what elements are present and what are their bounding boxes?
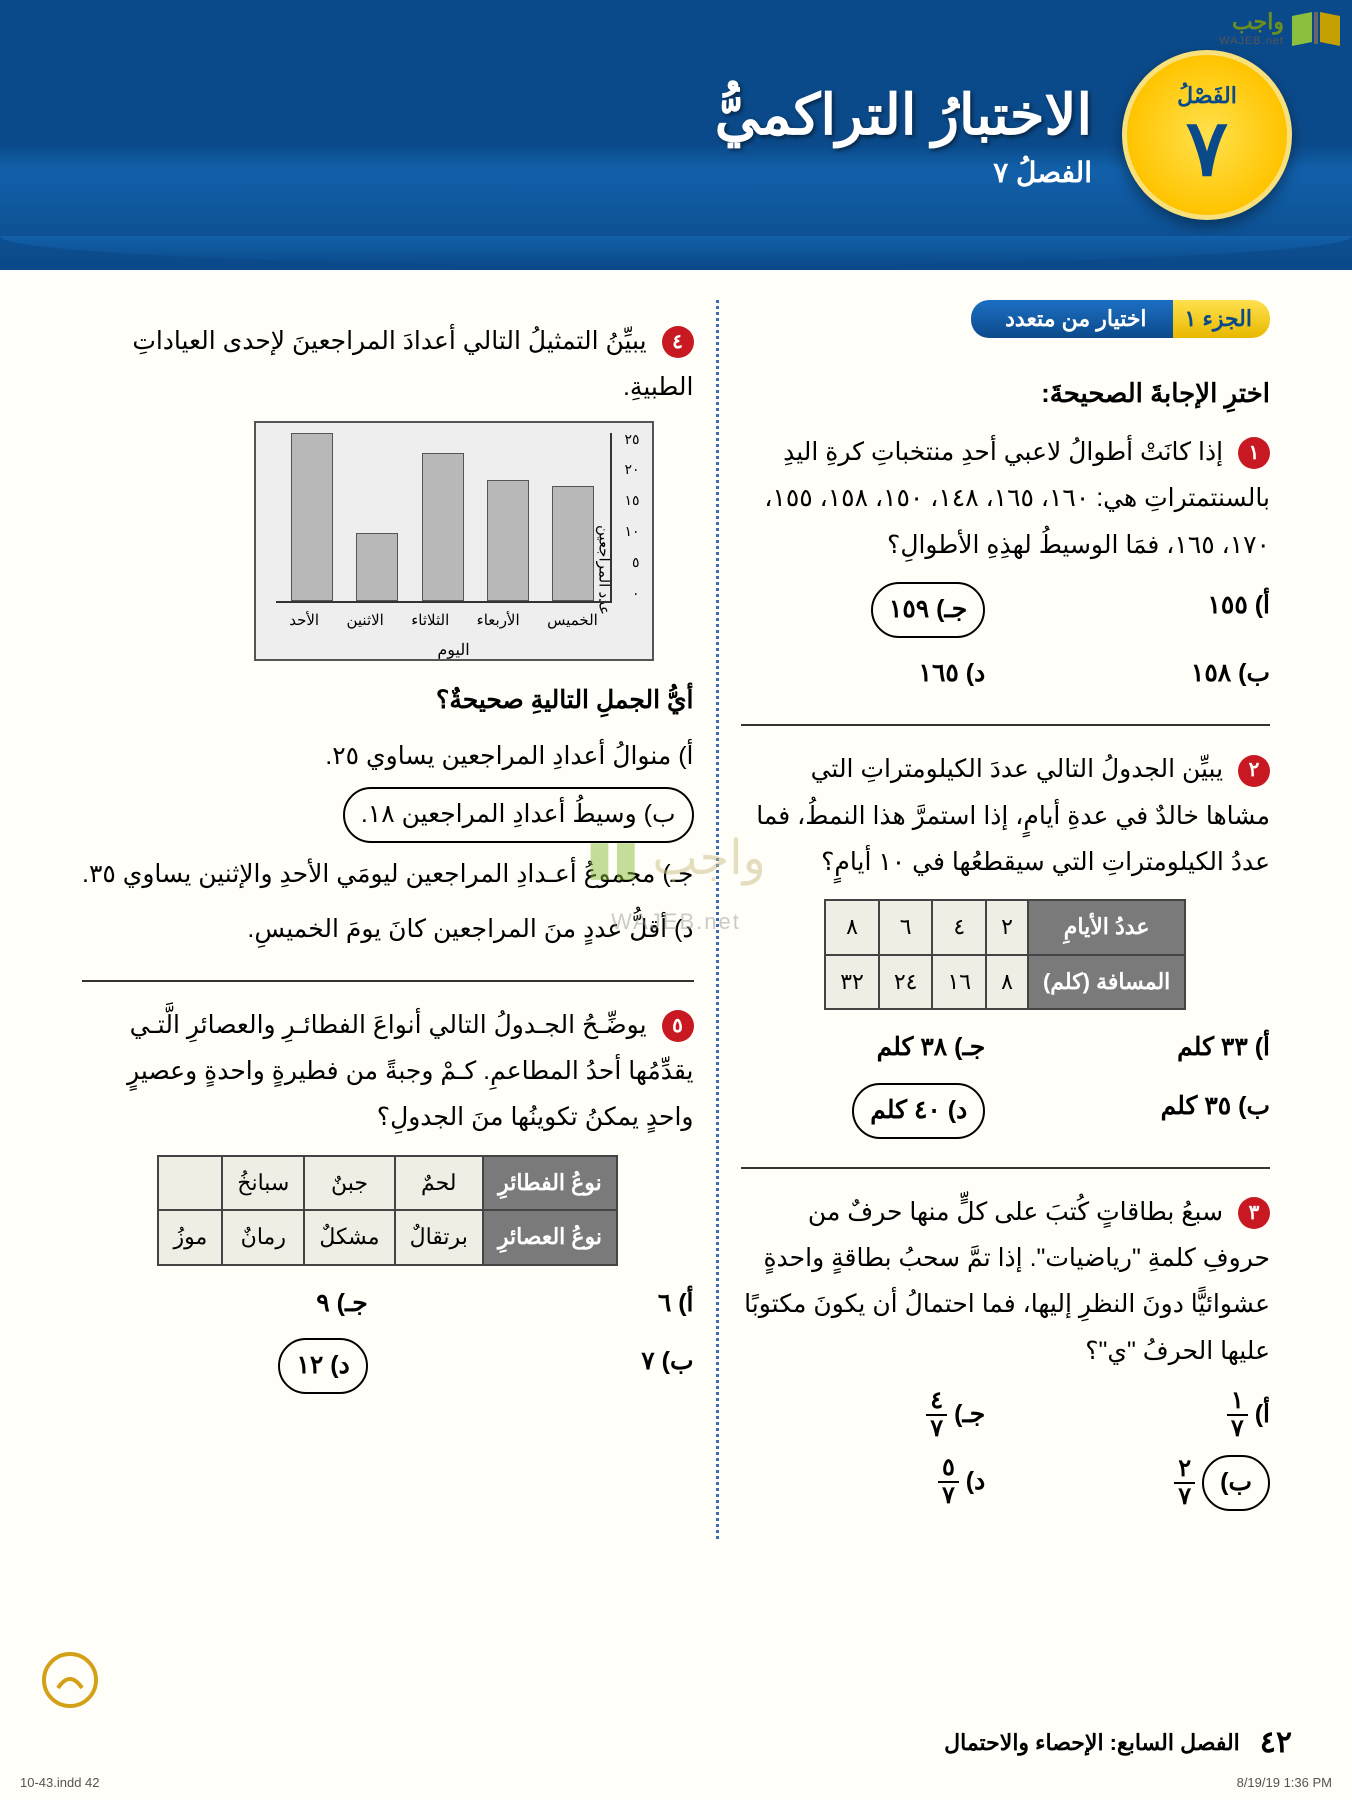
q1-text: إذا كانَتْ أطوالُ لاعبي أحدِ منتخباتِ كر… [764, 438, 1270, 559]
q4-opt-d: د) أقلُّ عددٍ منَ المراجعين كانَ يومَ ال… [82, 906, 694, 952]
chart-bar [552, 486, 594, 600]
page-footer: ٤٢ الفصل السابع: الإحصاء والاحتمال [944, 1725, 1292, 1760]
chapter-number: ٧ [1186, 109, 1228, 187]
part-label: الجزء ١ [1167, 300, 1270, 338]
logo-sub: WAJEB.net [1219, 35, 1284, 47]
print-timestamp: 8/19/19 1:36 PM [1237, 1775, 1332, 1790]
chart-xticks: الخميسالأربعاءالثلاثاءالاثنينالأحد [276, 607, 612, 635]
q4-opt-b: ب) وسيطُ أعدادِ المراجعين ١٨. [82, 787, 694, 843]
chapter-badge: الفَصْلُ ٧ [1122, 50, 1292, 220]
page-title: الاختبارُ التراكميُّ [715, 82, 1092, 148]
q4-opt-c: جـ) مجموعُ أعـدادِ المراجعين ليومَي الأح… [82, 851, 694, 897]
q3-opt-b: ب) ٢٧ [1025, 1455, 1270, 1511]
chart-bar [356, 533, 398, 600]
chapter-footer: الفصل السابع: الإحصاء والاحتمال [944, 1730, 1240, 1756]
q2-opt-d: د) ٤٠ كلم [741, 1083, 986, 1139]
chart-yticks: ٢٥٢٠١٥١٠٥٠ [624, 427, 639, 607]
question-1: ١ إذا كانَتْ أطوالُ لاعبي أحدِ منتخباتِ … [741, 429, 1271, 696]
q2-opt-c: جـ) ٣٨ كلم [741, 1024, 986, 1070]
section-heading: الجزء ١ اختيار من متعدد [971, 300, 1270, 338]
qnum-2: ٢ [1238, 755, 1270, 787]
page-header: الفَصْلُ ٧ الاختبارُ التراكميُّ الفصلُ ٧ [0, 0, 1352, 270]
q2-opt-a: أ) ٣٣ كلم [1025, 1024, 1270, 1070]
qnum-1: ١ [1238, 437, 1270, 469]
chart-xlabel: اليوم [266, 636, 642, 666]
q1-opt-b: ب) ١٥٨ [1025, 650, 1270, 696]
q1-opt-a: أ) ١٥٥ [1025, 582, 1270, 638]
indd-ref: 10-43.indd 42 [20, 1775, 100, 1790]
question-2: ٢ يبيِّن الجدولُ التالي عددَ الكيلومترات… [741, 746, 1271, 1139]
q4-text: يبيِّنُ التمثيلُ التالي أعدادَ المراجعين… [132, 327, 693, 401]
q3-opt-a: أ) ١٧ [1025, 1388, 1270, 1443]
print-meta: 10-43.indd 42 8/19/19 1:36 PM [20, 1775, 1332, 1790]
q5-opt-c: جـ) ٩ [82, 1280, 368, 1326]
wajeb-logo: واجب WAJEB.net [1219, 8, 1344, 48]
chart-bar [487, 480, 529, 601]
q5-table: نوعُ الفطائرِ لحمٌ جبنٌ سبانخُ نوعُ العص… [157, 1155, 618, 1266]
q5-opt-d: د) ١٢ [82, 1338, 368, 1394]
q4-opt-a: أ) منوالُ أعدادِ المراجعين يساوي ٢٥. [82, 733, 694, 779]
q5-text: يوضِّـحُ الجـدولُ التالي أنواعَ الفطائـر… [127, 1011, 693, 1132]
question-4: ٤ يبيِّنُ التمثيلُ التالي أعدادَ المراجع… [82, 318, 694, 952]
q2-r2h: المسافة (كلم) [1028, 955, 1185, 1010]
instruction: اخترِ الإجابةَ الصحيحةَ: [741, 378, 1271, 409]
q3-opt-c: جـ) ٤٧ [741, 1388, 986, 1443]
qnum-4: ٤ [662, 326, 694, 358]
question-5: ٥ يوضِّـحُ الجـدولُ التالي أنواعَ الفطائ… [82, 1002, 694, 1395]
q3-text: سبعُ بطاقاتٍ كُتبَ على كلٍّ منها حرفٌ من… [744, 1198, 1270, 1365]
chart-bars [276, 433, 610, 601]
page-number: ٤٢ [1260, 1725, 1292, 1760]
publisher-icon [40, 1650, 100, 1710]
book-icon [1288, 8, 1344, 48]
q5-opt-b: ب) ٧ [408, 1338, 694, 1394]
q2-table: عددُ الأيامِ ٢ ٤ ٦ ٨ المسافة (كلم) ٨ ١٦ … [824, 899, 1186, 1010]
section-label: اختيار من متعدد [971, 300, 1172, 338]
qnum-3: ٣ [1238, 1197, 1270, 1229]
question-3: ٣ سبعُ بطاقاتٍ كُتبَ على كلٍّ منها حرفٌ … [741, 1189, 1271, 1511]
right-column: الجزء ١ اختيار من متعدد اخترِ الإجابةَ ا… [716, 300, 1293, 1539]
q3-opt-d: د) ٥٧ [741, 1455, 986, 1511]
q5-opt-a: أ) ٦ [408, 1280, 694, 1326]
chart-bar [422, 453, 464, 601]
q1-opt-d: د) ١٦٥ [741, 650, 986, 696]
q2-text: يبيِّن الجدولُ التالي عددَ الكيلومتراتِ … [756, 755, 1270, 876]
q2-r1h: عددُ الأيامِ [1028, 900, 1185, 955]
page-subtitle: الفصلُ ٧ [715, 156, 1092, 189]
left-column: ٤ يبيِّنُ التمثيلُ التالي أعدادَ المراجع… [60, 300, 716, 1539]
q1-opt-c: جـ) ١٥٩ [741, 582, 986, 638]
logo-brand: واجب [1219, 9, 1284, 35]
q2-opt-b: ب) ٣٥ كلم [1025, 1083, 1270, 1139]
qnum-5: ٥ [662, 1010, 694, 1042]
q4-chart: عدد المراجعين ٢٥٢٠١٥١٠٥٠ الخميسالأربعاءا… [254, 421, 654, 661]
chart-bar [291, 433, 333, 601]
q4-after: أيُّ الجملِ التاليةِ صحيحةٌ؟ [82, 677, 694, 723]
